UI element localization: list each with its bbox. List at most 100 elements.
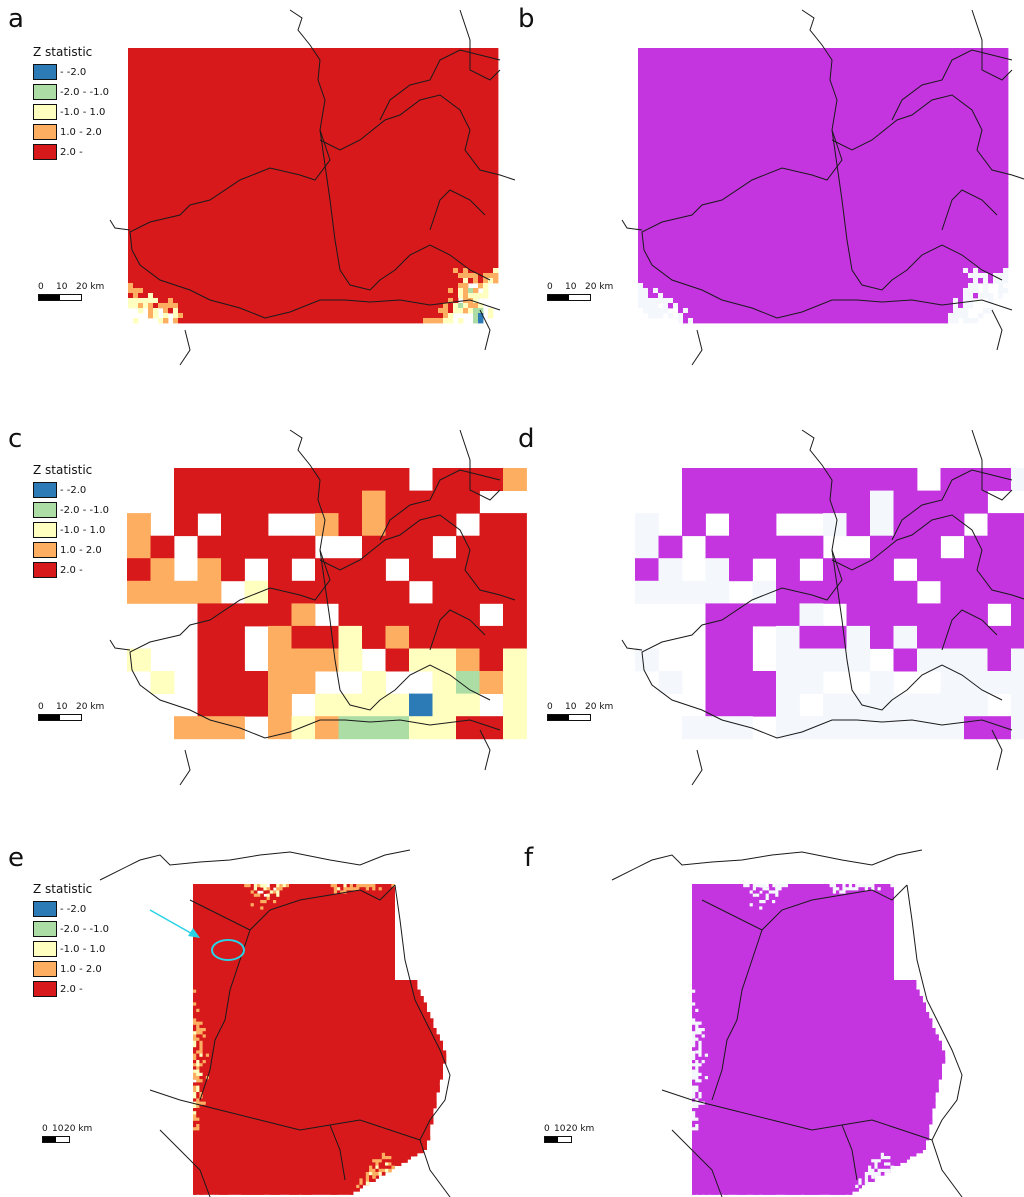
boundary-line	[319, 514, 516, 601]
scale-label-0: 0	[547, 702, 553, 712]
raster-layer	[127, 468, 527, 740]
boundary-line	[479, 729, 491, 771]
raster-layer	[193, 884, 447, 1195]
panel-e: e Z statistic - -2.0 -2.0 - -1.0 -1.0 - …	[0, 840, 512, 1197]
panel-label-d: d	[518, 426, 535, 452]
boundary-line	[149, 1089, 421, 1141]
boundary-line	[129, 429, 501, 739]
boundary-line	[691, 329, 703, 366]
legend-swatch	[33, 901, 57, 917]
panel-label-b: b	[518, 6, 535, 32]
boundary-line	[661, 1089, 933, 1141]
boundary-line	[479, 309, 491, 351]
scale-bar-b: 0 10 20 km	[547, 282, 613, 301]
scale-bar-d: 0 10 20 km	[547, 702, 613, 721]
scale-label-10: 10	[565, 282, 576, 292]
boundary-line	[831, 514, 1024, 600]
legend-swatch	[33, 941, 57, 957]
boundary-line	[179, 749, 191, 786]
legend-swatch	[33, 64, 57, 80]
scale-label-0: 0	[42, 1124, 48, 1134]
admin-boundaries	[621, 9, 1024, 366]
scale-label-20: 20 km	[585, 282, 613, 292]
legend-swatch	[33, 124, 57, 140]
scale-label-10: 10	[554, 1124, 565, 1134]
boundary-line	[319, 129, 491, 291]
panel-f: f 0 10 20 km	[512, 840, 1024, 1197]
map-a	[109, 9, 516, 366]
panel-a: a Z statistic - -2.0 -2.0 - -1.0 -1.0 - …	[0, 0, 516, 390]
scale-label-20: 20 km	[76, 282, 104, 292]
legend-label: -1.0 - 1.0	[60, 944, 105, 955]
legend-label: -2.0 - -1.0	[60, 505, 109, 516]
map-c	[109, 429, 527, 786]
legend-label: 2.0 -	[60, 984, 83, 995]
map-b	[621, 9, 1024, 366]
raster-layer	[638, 48, 1009, 324]
boundary-line	[394, 884, 451, 1197]
boundary-line	[429, 189, 486, 231]
legend-item: - -2.0	[33, 480, 109, 500]
legend-swatch	[33, 502, 57, 518]
legend-item: -1.0 - 1.0	[33, 939, 109, 959]
boundary-line	[429, 609, 486, 651]
boundary-line	[891, 49, 1013, 121]
legend-a: Z statistic - -2.0 -2.0 - -1.0 -1.0 - 1.…	[33, 45, 109, 162]
legend-item: -2.0 - -1.0	[33, 919, 109, 939]
scale-label-10: 10	[52, 1124, 63, 1134]
legend-e: Z statistic - -2.0 -2.0 - -1.0 -1.0 - 1.…	[33, 882, 109, 999]
legend-label: 2.0 -	[60, 147, 83, 158]
legend-swatch	[33, 84, 57, 100]
boundary-line	[159, 1129, 211, 1197]
legend-item: 1.0 - 2.0	[33, 540, 109, 560]
boundary-line	[831, 94, 1024, 180]
legend-item: 1.0 - 2.0	[33, 122, 109, 142]
legend-swatch	[33, 482, 57, 498]
boundary-line	[99, 849, 411, 881]
map-e	[99, 849, 451, 1197]
boundary-line	[611, 849, 923, 881]
boundary-line	[831, 129, 1003, 291]
legend-item: -1.0 - 1.0	[33, 520, 109, 540]
admin-boundaries	[99, 849, 451, 1197]
legend-swatch	[33, 981, 57, 997]
boundary-line	[991, 309, 1003, 351]
legend-label: - -2.0	[60, 904, 86, 915]
scale-label-0: 0	[544, 1124, 550, 1134]
legend-swatch	[33, 522, 57, 538]
legend-title: Z statistic	[33, 882, 109, 896]
legend-label: -1.0 - 1.0	[60, 525, 105, 536]
panel-c: c Z statistic - -2.0 -2.0 - -1.0 -1.0 - …	[0, 420, 527, 800]
panel-label-a: a	[8, 6, 24, 32]
panel-b: b 0 10 20 km	[512, 0, 1024, 390]
legend-title: Z statistic	[33, 463, 109, 477]
legend-swatch	[33, 562, 57, 578]
highlight-arrow	[149, 909, 245, 961]
legend-item: 2.0 -	[33, 979, 109, 999]
legend-label: -1.0 - 1.0	[60, 107, 105, 118]
legend-label: - -2.0	[60, 485, 86, 496]
legend-item: -2.0 - -1.0	[33, 500, 109, 520]
boundary-line	[971, 429, 1013, 501]
map-f	[611, 849, 963, 1197]
boundary-line	[109, 219, 131, 231]
boundary-line	[906, 884, 963, 1197]
scale-label-20: 20 km	[64, 1124, 92, 1134]
boundary-line	[199, 929, 251, 1101]
boundary-line	[319, 94, 516, 181]
legend-item: - -2.0	[33, 62, 109, 82]
boundary-line	[691, 749, 703, 786]
legend-label: 1.0 - 2.0	[60, 545, 102, 556]
legend-label: - -2.0	[60, 67, 86, 78]
boundary-line	[329, 1124, 346, 1181]
legend-title: Z statistic	[33, 45, 109, 59]
boundary-line	[941, 189, 998, 231]
scale-label-10: 10	[56, 702, 67, 712]
legend-label: 2.0 -	[60, 565, 83, 576]
panel-label-f: f	[524, 845, 533, 871]
boundary-line	[109, 639, 131, 651]
legend-item: -1.0 - 1.0	[33, 102, 109, 122]
scale-label-20: 20 km	[566, 1124, 594, 1134]
scale-bar-c: 0 10 20 km	[38, 702, 104, 721]
scale-label-0: 0	[547, 282, 553, 292]
